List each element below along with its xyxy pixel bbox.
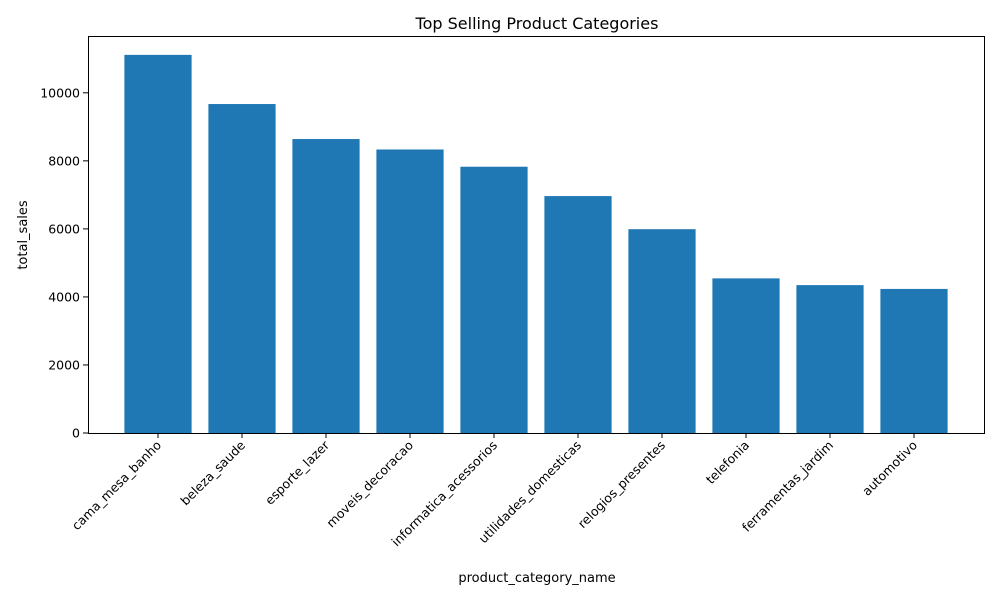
y-tick-label: 4000 (48, 289, 80, 304)
bar-relogios_presentes (628, 229, 696, 433)
y-tick-label: 0 (72, 426, 80, 441)
bar-ferramentas_jardim (796, 285, 864, 433)
y-axis-ticks: 0 2000 4000 6000 8000 10000 (40, 85, 88, 441)
bar-telefonia (712, 278, 780, 433)
x-tick-label: esporte_lazer (262, 437, 333, 508)
bar-informatica_acessorios (460, 166, 528, 434)
bar-moveis_decoracao (376, 149, 444, 434)
x-tick-label: telefonia (703, 438, 752, 487)
y-axis-label: total_sales (16, 200, 31, 270)
x-axis-label: product_category_name (458, 571, 615, 586)
y-tick-label: 6000 (48, 221, 80, 236)
x-axis-ticks: cama_mesa_banho beleza_saude esporte_lazer… (69, 433, 920, 549)
bar-esporte_lazer (292, 139, 360, 434)
x-tick-label: automotivo (859, 438, 920, 499)
y-tick-label: 10000 (40, 85, 80, 100)
bar-beleza_saude (208, 104, 276, 433)
bar-utilidades_domesticas (544, 196, 612, 433)
x-tick-label: cama_mesa_banho (69, 438, 164, 533)
bar-cama_mesa_banho (124, 54, 192, 433)
bars-group (124, 54, 948, 434)
x-tick-label: ferramentas_jardim (739, 438, 836, 535)
x-tick-label: beleza_saude (177, 437, 248, 508)
bar-automotivo (880, 288, 948, 433)
y-tick-label: 2000 (48, 357, 80, 372)
y-tick-label: 8000 (48, 153, 80, 168)
chart-title: Top Selling Product Categories (415, 14, 659, 33)
plot-frame (88, 36, 985, 434)
x-tick-label: relogios_presentes (575, 438, 668, 531)
x-tick-label: moveis_decoracao (323, 438, 416, 531)
